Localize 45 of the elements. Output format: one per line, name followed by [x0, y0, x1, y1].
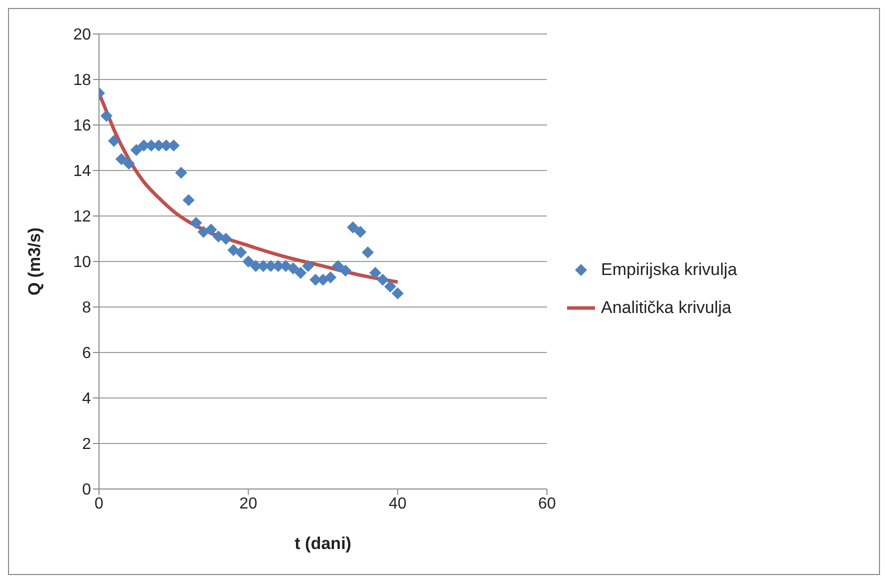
point — [332, 260, 344, 272]
point — [108, 134, 120, 147]
point — [182, 194, 195, 206]
y-tick-label: 18 — [73, 72, 92, 90]
y-tick-label: 12 — [73, 208, 92, 226]
y-tick-label: 4 — [82, 390, 92, 408]
point — [115, 153, 128, 166]
point — [369, 266, 382, 279]
point — [234, 246, 247, 258]
x-tick-label: 0 — [94, 495, 104, 512]
point — [130, 144, 142, 156]
point — [354, 226, 366, 238]
point — [242, 256, 254, 268]
point — [324, 271, 336, 284]
y-tick-label: 10 — [73, 254, 92, 272]
point — [392, 287, 404, 300]
point — [190, 216, 202, 229]
x-tick-label: 20 — [239, 495, 258, 512]
legend-label: Analitička krivulja — [601, 298, 732, 318]
point — [212, 230, 224, 242]
point — [220, 232, 232, 245]
y-tick-label: 20 — [73, 26, 92, 44]
x-axis-title: t (dani) — [294, 534, 352, 553]
point — [294, 266, 307, 279]
point — [346, 221, 359, 234]
x-tick-label: 40 — [388, 495, 407, 512]
y-axis-title: Q (m3/s) — [25, 227, 44, 296]
legend-label: Empirijska krivulja — [601, 260, 738, 280]
point — [205, 224, 217, 236]
point — [339, 264, 352, 277]
point — [362, 246, 374, 258]
point — [122, 158, 135, 170]
y-tick-label: 2 — [82, 436, 92, 454]
point — [302, 260, 314, 272]
point — [287, 262, 300, 274]
y-tick-label: 0 — [82, 482, 92, 499]
point — [175, 166, 188, 179]
point — [376, 274, 389, 286]
point — [384, 280, 396, 293]
point — [100, 110, 112, 122]
y-tick-label: 14 — [73, 163, 92, 180]
x-tick-label: 60 — [538, 495, 556, 512]
y-tick-label: 8 — [82, 300, 92, 317]
y-tick-label: 16 — [73, 118, 92, 135]
y-tick-label: 6 — [82, 345, 92, 362]
